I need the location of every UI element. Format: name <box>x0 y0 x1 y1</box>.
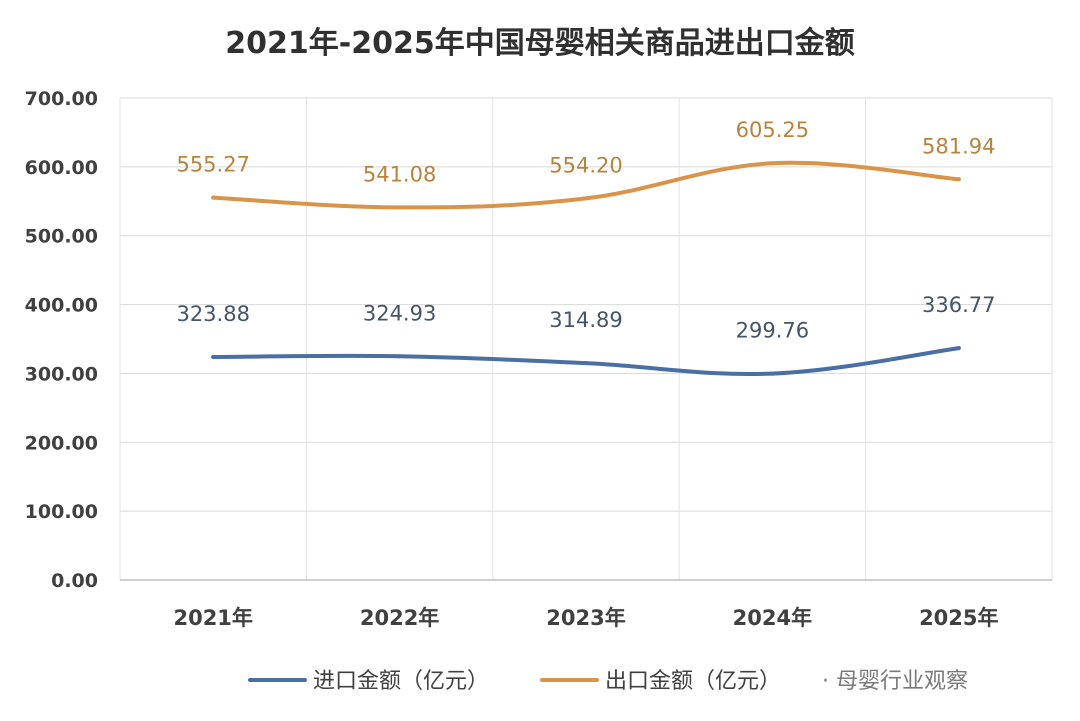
data-labels: 323.88 324.93 314.89 299.76 336.77 555.27 541.… <box>176 118 995 342</box>
y-tick-label: 500.00 <box>25 226 98 248</box>
x-tick-label: 2021年 <box>173 606 252 630</box>
y-tick-label: 0.00 <box>51 570 98 592</box>
y-tick-label: 400.00 <box>25 295 98 317</box>
y-tick-label: 600.00 <box>25 157 98 179</box>
data-point <box>770 161 775 166</box>
watermark-text: · 母婴行业观察 <box>822 669 968 694</box>
data-point <box>397 205 402 210</box>
x-axis-ticks: 2021年 2022年 2023年 2024年 2025年 <box>173 606 998 630</box>
data-point <box>584 361 588 366</box>
data-label: 324.93 <box>363 301 436 325</box>
series-line-0 <box>211 346 961 377</box>
legend: 进口金额（亿元） 出口金额（亿元） <box>248 669 781 694</box>
data-label: 554.20 <box>549 153 622 177</box>
data-point <box>956 177 961 182</box>
data-label: 605.25 <box>736 118 809 142</box>
data-label: 336.77 <box>922 293 995 317</box>
data-point <box>211 195 216 200</box>
data-point <box>956 346 961 351</box>
data-label: 323.88 <box>176 302 249 326</box>
data-point <box>770 371 775 376</box>
x-tick-label: 2022年 <box>360 606 439 630</box>
legend-label-import: 进口金额（亿元） <box>313 669 489 694</box>
x-tick-label: 2024年 <box>733 606 812 630</box>
data-point <box>584 196 588 201</box>
data-label: 541.08 <box>363 162 436 186</box>
data-label: 299.76 <box>736 319 809 343</box>
x-tick-label: 2023年 <box>546 606 625 630</box>
y-tick-label: 300.00 <box>25 363 98 385</box>
chart-title: 2021年-2025年中国母婴相关商品进出口金额 <box>225 26 854 61</box>
data-label: 581.94 <box>922 134 995 158</box>
y-tick-label: 200.00 <box>25 432 98 454</box>
legend-label-export: 出口金额（亿元） <box>605 669 781 694</box>
data-label: 555.27 <box>176 153 249 177</box>
series-lines <box>211 160 961 377</box>
data-label: 314.89 <box>549 308 622 332</box>
x-tick-label: 2025年 <box>919 606 998 630</box>
y-axis-ticks: 0.00 100.00 200.00 300.00 400.00 500.00 600.00… <box>25 88 98 592</box>
data-point <box>397 354 402 359</box>
y-tick-label: 100.00 <box>25 501 98 523</box>
y-tick-label: 700.00 <box>25 88 98 110</box>
data-point <box>211 354 216 359</box>
